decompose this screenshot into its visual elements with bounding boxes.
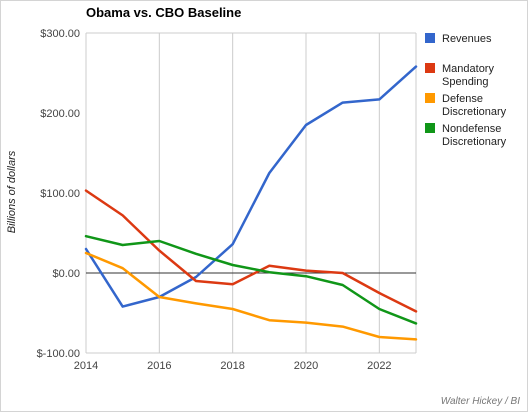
y-tick-label: $-100.00 <box>37 348 80 360</box>
grid-lines <box>85 32 417 354</box>
y-axis-label: Billions of dollars <box>6 150 18 233</box>
legend-label-2: Discretionary <box>442 106 507 118</box>
x-tick-label: 2018 <box>220 360 244 372</box>
x-tick-label: 2014 <box>74 360 98 372</box>
y-tick-label: $200.00 <box>40 108 80 120</box>
legend-label-3: Nondefense <box>442 123 501 135</box>
legend-label-1: Mandatory <box>442 63 494 75</box>
legend-swatch-3 <box>425 123 435 133</box>
legend-swatch-2 <box>425 93 435 103</box>
credit-text: Walter Hickey / BI <box>441 396 520 407</box>
y-tick-label: $0.00 <box>52 268 80 280</box>
legend-swatch-1 <box>425 63 435 73</box>
series-line-3 <box>84 234 418 325</box>
series-line-2 <box>84 251 418 341</box>
chart-title: Obama vs. CBO Baseline <box>86 5 241 20</box>
legend-label-2: Defense <box>442 93 483 105</box>
legend-label-0: Revenues <box>442 33 492 45</box>
legend-label-1: Spending <box>442 76 489 88</box>
series-line-1 <box>84 189 418 313</box>
y-tick-label: $300.00 <box>40 28 80 40</box>
x-tick-label: 2022 <box>367 360 391 372</box>
series-lines <box>84 65 418 341</box>
x-tick-label: 2020 <box>294 360 318 372</box>
legend: RevenuesMandatorySpendingDefenseDiscreti… <box>425 33 507 148</box>
y-tick-label: $100.00 <box>40 188 80 200</box>
series-line-0 <box>84 65 418 308</box>
legend-swatch-0 <box>425 33 435 43</box>
x-tick-label: 2016 <box>147 360 171 372</box>
legend-label-3: Discretionary <box>442 136 507 148</box>
